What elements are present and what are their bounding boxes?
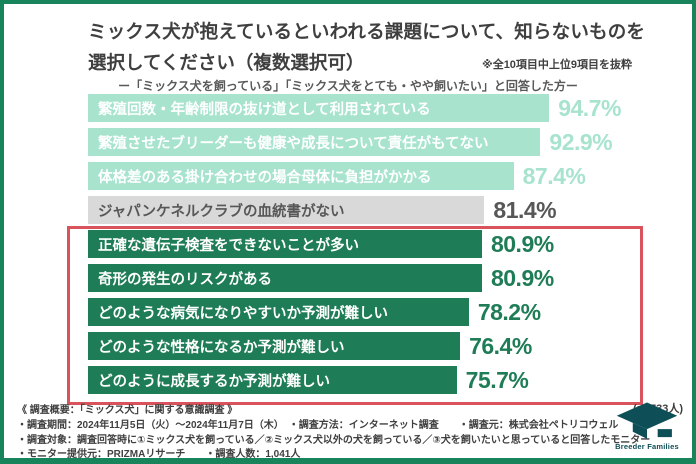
page-title: ミックス犬が抱えているといわれる課題について、知らないものを xyxy=(88,21,646,42)
bar-value: 75.7% xyxy=(465,366,529,393)
bar-label: ジャパンケネルクラブの血統書がない xyxy=(98,203,345,220)
bar-value: 80.9% xyxy=(490,230,554,257)
bar: 正確な遺伝子検査をできないことが多い xyxy=(88,230,482,258)
bar-row: どのような病気になりやすいか予測が難しい 78.2% xyxy=(88,298,621,326)
bar-value: 81.4% xyxy=(493,196,557,223)
bar: 繁殖回数・年齢制限の抜け道として利用されている xyxy=(88,94,550,122)
bar-label: 奇形の発生のリスクがある xyxy=(98,271,272,288)
bar-row: 繁殖させたブリーダーも健康や成長について責任がもてない 92.9% xyxy=(88,128,621,156)
bar-row: 繁殖回数・年齢制限の抜け道として利用されている 94.7% xyxy=(88,94,621,122)
graduation-cap-icon xyxy=(616,402,678,439)
bar-value: 92.9% xyxy=(549,128,613,155)
bar-label: 繁殖回数・年齢制限の抜け道として利用されている xyxy=(98,101,431,118)
bar-row: ジャパンケネルクラブの血統書がない 81.4% xyxy=(88,196,621,224)
survey-overview-heading: 《 調査概要：「ミックス犬」に関する意識調査 》 xyxy=(17,405,238,416)
bar: ジャパンケネルクラブの血統書がない xyxy=(88,196,485,224)
bar-row: 奇形の発生のリスクがある 80.9% xyxy=(88,264,621,292)
bar: どのような病気になりやすいか予測が難しい xyxy=(88,298,469,326)
bar-value: 94.7% xyxy=(558,94,621,121)
bar: 繁殖させたブリーダーも健康や成長について責任がもてない xyxy=(88,128,541,156)
bar: どのような性格になるか予測が難しい xyxy=(88,332,461,360)
bar: どのように成長するか予測が難しい xyxy=(88,366,457,394)
bar-label: 繁殖させたブリーダーも健康や成長について責任がもてない xyxy=(98,135,489,152)
bar-label: どのような病気になりやすいか予測が難しい xyxy=(98,305,388,322)
bar-row: どのような性格になるか予測が難しい 76.4% xyxy=(88,332,621,360)
bar-label: どのような性格になるか予測が難しい xyxy=(98,339,345,356)
bar-chart: 繁殖回数・年齢制限の抜け道として利用されている 94.7% 繁殖させたブリーダー… xyxy=(88,94,621,400)
survey-target-line: ・調査対象：調査回答時に①ミックス犬を飼っている／②ミックス犬以外の犬を飼ってい… xyxy=(17,434,651,446)
chart-subtitle: ー「ミックス犬を飼っている」「ミックス犬をとても・やや飼いたい」と回答した方ー xyxy=(118,79,578,93)
bar-label: 体格差のある掛け合わせの場合母体に負担がかかる xyxy=(98,169,432,186)
bar-row: どのように成長するか予測が難しい 75.7% xyxy=(88,366,621,394)
logo-text: Breeder Families xyxy=(615,442,679,451)
title-note: ※全10項目中上位9項目を抜粋 xyxy=(482,59,633,71)
bar: 奇形の発生のリスクがある xyxy=(88,264,482,292)
page-title-line2: 選択してください（複数選択可） xyxy=(88,52,365,73)
survey-period-line: ・調査期間：2024年11月5日（火）～2024年11月7日（木） ・調査方法：… xyxy=(17,419,619,431)
bar-row: 体格差のある掛け合わせの場合母体に負担がかかる 87.4% xyxy=(88,162,621,190)
bar-value: 87.4% xyxy=(522,162,586,189)
bar-label: どのように成長するか予測が難しい xyxy=(98,373,330,390)
breeder-families-logo: Breeder Families xyxy=(607,402,687,451)
survey-overview: 《 調査概要：「ミックス犬」に関する意識調査 》 ・調査期間：2024年11月5… xyxy=(17,404,651,461)
bar-value: 76.4% xyxy=(469,332,532,359)
bar-value: 80.9% xyxy=(490,264,554,291)
bar-value: 78.2% xyxy=(477,298,541,325)
bar-row: 正確な遺伝子検査をできないことが多い 80.9% xyxy=(88,230,621,258)
bar: 体格差のある掛け合わせの場合母体に負担がかかる xyxy=(88,162,514,190)
bar-label: 正確な遺伝子検査をできないことが多い xyxy=(98,237,359,254)
survey-monitor-line: ・モニター提供元：PRIZMAリサーチ ・調査人数：1,041人 xyxy=(17,449,301,461)
